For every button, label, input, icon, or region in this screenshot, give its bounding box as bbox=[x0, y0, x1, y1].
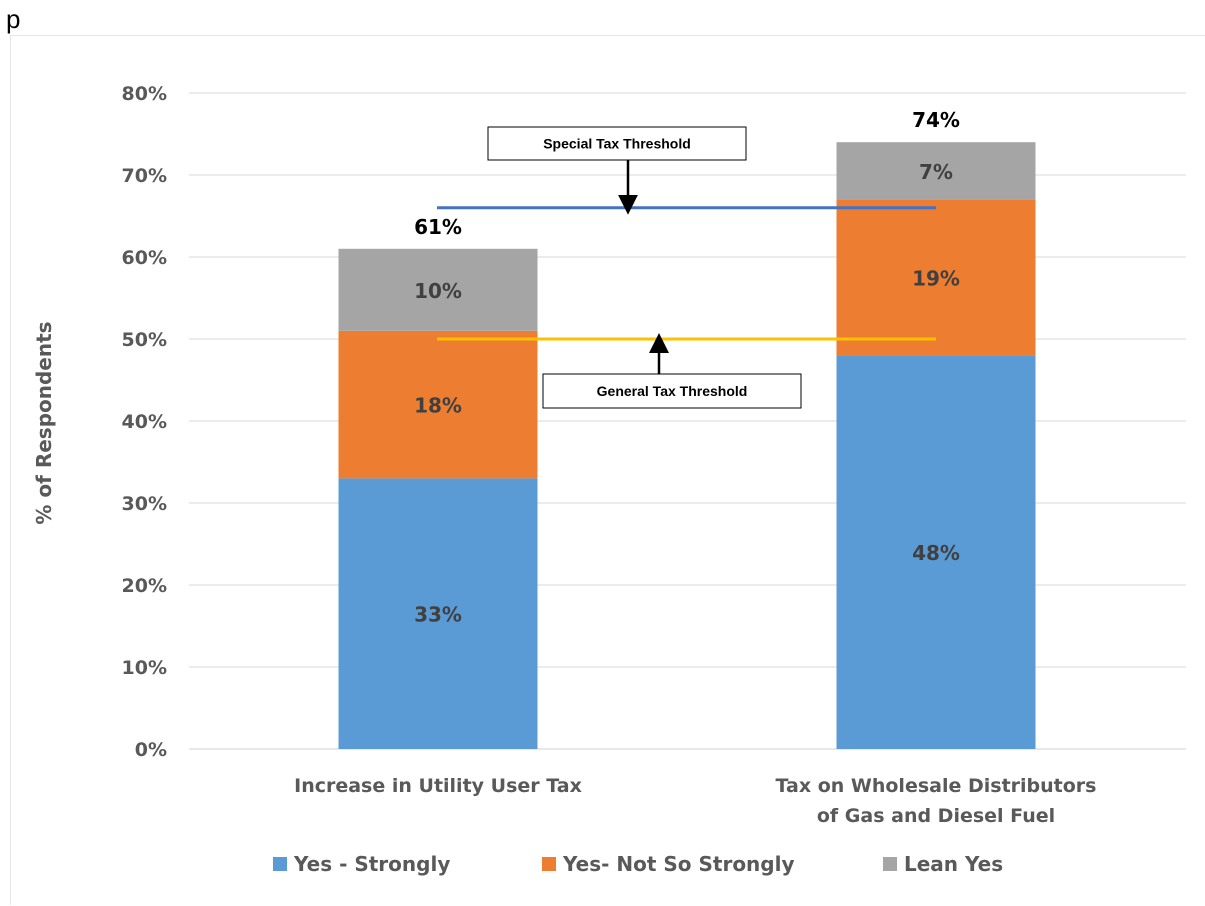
page-letter: p bbox=[6, 4, 21, 34]
y-tick-label: 60% bbox=[122, 247, 167, 269]
category-label: of Gas and Diesel Fuel bbox=[817, 805, 1055, 827]
y-tick-label: 0% bbox=[135, 739, 167, 761]
stacked-bar-chart: 0% 10% 20% 30% 40% 50% 60% 70% 80% % of Responden… bbox=[32, 83, 1186, 876]
y-tick-label: 10% bbox=[122, 657, 167, 679]
y-tick-label: 50% bbox=[122, 329, 167, 351]
y-tick-label: 30% bbox=[122, 493, 167, 515]
legend-label: Yes- Not So Strongly bbox=[562, 852, 795, 876]
threshold-annotation-box bbox=[542, 373, 802, 409]
segment-label: 33% bbox=[414, 603, 462, 627]
legend-swatch bbox=[273, 857, 287, 871]
y-tick-label: 70% bbox=[122, 165, 167, 187]
total-label: 61% bbox=[414, 215, 462, 239]
bar-segment bbox=[836, 199, 1036, 356]
threshold-annotation-label: General Tax Threshold bbox=[597, 383, 748, 399]
y-tick-label: 20% bbox=[122, 575, 167, 597]
legend-label: Lean Yes bbox=[904, 852, 1003, 876]
y-axis-label: % of Respondents bbox=[32, 321, 56, 524]
segment-label: 19% bbox=[912, 267, 960, 291]
bar-segment bbox=[338, 478, 538, 749]
total-label: 74% bbox=[912, 108, 960, 132]
category-label: Increase in Utility User Tax bbox=[294, 775, 582, 797]
segment-label: 48% bbox=[912, 541, 960, 565]
chart-frame: 0% 10% 20% 30% 40% 50% 60% 70% 80% % of Responden… bbox=[10, 35, 1205, 905]
segment-label: 18% bbox=[414, 394, 462, 418]
bar-segment bbox=[836, 355, 1036, 749]
category-label: Tax on Wholesale Distributors bbox=[776, 775, 1097, 797]
legend-swatch bbox=[883, 857, 897, 871]
threshold-annotation-label: Special Tax Threshold bbox=[543, 136, 691, 152]
segment-label: 7% bbox=[919, 160, 953, 184]
segment-label: 10% bbox=[414, 279, 462, 303]
legend-swatch bbox=[542, 857, 556, 871]
y-tick-label: 40% bbox=[122, 411, 167, 433]
legend-label: Yes - Strongly bbox=[293, 852, 450, 876]
bar-segment bbox=[338, 248, 538, 331]
y-tick-label: 80% bbox=[122, 83, 167, 105]
threshold-annotation-box bbox=[487, 126, 747, 161]
bar-segment bbox=[836, 142, 1036, 200]
bar-segment bbox=[338, 330, 538, 479]
